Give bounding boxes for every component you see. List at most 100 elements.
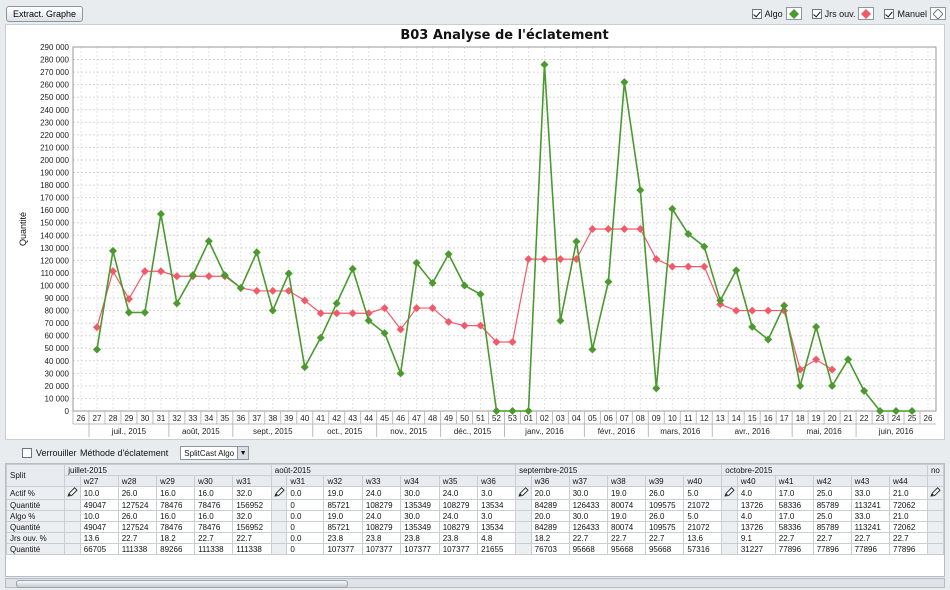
data-point-jrs-ouv- — [156, 267, 165, 276]
table-cell[interactable]: 127524 — [117, 499, 158, 511]
white-diamond-icon[interactable] — [930, 7, 946, 20]
table-cell[interactable]: 108279 — [438, 499, 479, 511]
red-diamond-icon[interactable] — [858, 7, 875, 20]
y-tick-label: 280 000 — [40, 56, 69, 65]
data-point-jrs-ouv- — [332, 309, 341, 318]
chevron-down-icon[interactable]: ▼ — [237, 447, 249, 459]
table-cell[interactable]: 20.0 — [530, 486, 570, 500]
method-select[interactable]: SplitCast Algo ▼ — [180, 446, 250, 460]
table-cell: 17.0 — [774, 510, 814, 522]
table-cell[interactable]: 26.0 — [117, 486, 158, 500]
y-tick-label: 0 — [65, 407, 70, 416]
pencil-icon[interactable] — [270, 486, 288, 500]
pencil-icon[interactable] — [926, 486, 944, 500]
table-cell[interactable]: 0 — [286, 499, 325, 511]
table-cell[interactable]: 19.0 — [607, 486, 646, 500]
week-header-spacer — [270, 475, 288, 487]
green-diamond-icon[interactable] — [785, 7, 802, 20]
table-cell[interactable]: 4.0 — [736, 486, 776, 500]
pen-column-cell — [64, 543, 81, 555]
table-cell: 77896 — [812, 543, 852, 555]
legend-manuel[interactable]: Manuel — [884, 7, 946, 20]
legend-algo-checkbox[interactable] — [751, 8, 762, 19]
table-cell[interactable]: 13726 — [736, 499, 776, 511]
horizontal-scrollbar[interactable] — [5, 578, 945, 588]
table-cell: 109575 — [644, 521, 685, 533]
data-point-jrs-ouv- — [300, 296, 309, 305]
table-cell[interactable]: 16.0 — [156, 486, 196, 500]
table-cell[interactable]: 24.0 — [361, 486, 402, 500]
table-cell[interactable]: 113241 — [850, 499, 891, 511]
scrollbar-thumb[interactable] — [16, 580, 348, 588]
table-cell[interactable]: 109575 — [644, 499, 685, 511]
table-cell[interactable]: 21.0 — [889, 486, 928, 500]
legend-manuel-checkbox[interactable] — [884, 8, 895, 19]
data-point-jrs-ouv- — [588, 225, 597, 233]
table-cell[interactable]: 32.0 — [232, 486, 272, 500]
data-point-algo — [380, 329, 389, 338]
pencil-icon[interactable] — [721, 486, 738, 500]
data-point-algo — [204, 237, 213, 246]
data-point-algo — [764, 335, 773, 344]
table-cell[interactable]: 84289 — [530, 499, 570, 511]
data-point-algo — [92, 345, 101, 354]
table-cell[interactable]: 3.0 — [477, 486, 517, 500]
table-cell[interactable]: 0.0 — [286, 486, 325, 500]
table-cell[interactable]: 126433 — [568, 499, 609, 511]
row-label: Jrs ouv. % — [6, 532, 66, 544]
table-cell[interactable]: 78476 — [194, 499, 234, 511]
table-cell[interactable]: 108279 — [361, 499, 402, 511]
pen-column-cell — [270, 532, 288, 544]
table-cell[interactable]: 72062 — [889, 499, 928, 511]
x-tick-label: 34 — [204, 414, 213, 423]
table-cell[interactable]: 78476 — [156, 499, 196, 511]
table-cell[interactable]: 135349 — [400, 499, 440, 511]
data-point-algo — [444, 250, 453, 259]
x-tick-label: 23 — [876, 414, 885, 423]
table-cell[interactable]: 13534 — [477, 499, 517, 511]
split-controls: Verrouiller Méthode d'éclatement SplitCa… — [0, 444, 950, 462]
table-cell[interactable]: 16.0 — [194, 486, 234, 500]
data-point-algo — [892, 407, 901, 415]
pencil-icon[interactable] — [515, 486, 532, 500]
extract-graph-button[interactable]: Extract. Graphe — [6, 6, 84, 22]
table-cell[interactable]: 5.0 — [683, 486, 723, 500]
table-cell[interactable]: 85789 — [812, 499, 852, 511]
table-cell[interactable]: 25.0 — [812, 486, 852, 500]
legend-jrs-ouv[interactable]: Jrs ouv. — [811, 7, 875, 20]
legend-jrs-ouv-checkbox[interactable] — [811, 8, 822, 19]
table-cell[interactable]: 19.0 — [323, 486, 363, 500]
data-point-jrs-ouv- — [476, 321, 485, 330]
table-cell[interactable]: 85721 — [323, 499, 363, 511]
x-tick-label: 35 — [220, 414, 229, 423]
y-tick-label: 150 000 — [40, 219, 69, 228]
table-cell: 95668 — [568, 543, 609, 555]
table-cell[interactable]: 58336 — [774, 499, 814, 511]
table-cell[interactable]: 26.0 — [644, 486, 685, 500]
table-cell[interactable]: 156952 — [232, 499, 272, 511]
pen-column-cell — [270, 521, 288, 533]
method-control: Méthode d'éclatement SplitCast Algo ▼ — [80, 446, 250, 460]
table-cell: 4.0 — [736, 510, 776, 522]
data-point-jrs-ouv- — [828, 365, 837, 374]
table-cell[interactable]: 49047 — [79, 499, 119, 511]
table-cell: 19.0 — [323, 510, 363, 522]
table-cell: 127524 — [117, 521, 158, 533]
table-cell: 19.0 — [607, 510, 646, 522]
table-cell[interactable]: 21072 — [683, 499, 723, 511]
pen-column-cell — [721, 510, 738, 522]
lock-checkbox[interactable] — [22, 448, 32, 458]
table-cell[interactable]: 30.0 — [568, 486, 609, 500]
table-cell[interactable]: 10.0 — [79, 486, 119, 500]
x-tick-label: 25 — [908, 414, 917, 423]
table-cell[interactable]: 33.0 — [850, 486, 891, 500]
pencil-icon[interactable] — [64, 486, 81, 500]
pen-column-cell — [515, 499, 532, 511]
table-cell[interactable]: 17.0 — [774, 486, 814, 500]
table-cell[interactable]: 30.0 — [400, 486, 440, 500]
month-label: févr., 2016 — [598, 427, 636, 436]
table-cell[interactable]: 80074 — [607, 499, 646, 511]
lock-control[interactable]: Verrouiller — [22, 448, 77, 458]
legend-algo[interactable]: Algo — [751, 7, 802, 20]
table-cell[interactable]: 24.0 — [438, 486, 479, 500]
